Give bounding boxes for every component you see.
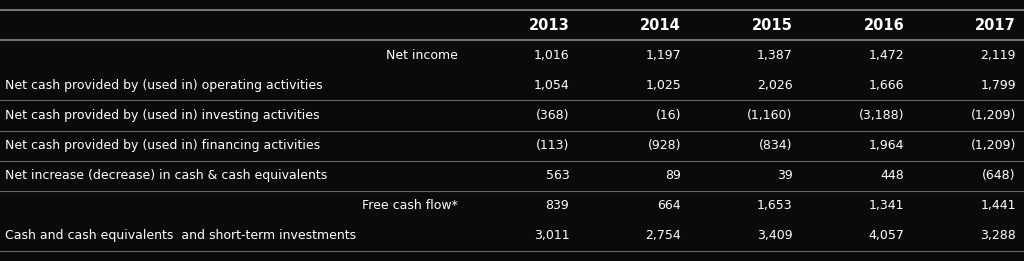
Text: Net cash provided by (used in) investing activities: Net cash provided by (used in) investing…: [5, 109, 319, 122]
Text: 1,197: 1,197: [645, 49, 681, 62]
Text: 1,799: 1,799: [980, 79, 1016, 92]
Text: 89: 89: [665, 169, 681, 182]
Text: 1,025: 1,025: [645, 79, 681, 92]
Text: Free cash flow*: Free cash flow*: [361, 199, 458, 212]
Text: (1,209): (1,209): [971, 139, 1016, 152]
Text: 2013: 2013: [528, 18, 569, 33]
Text: (1,209): (1,209): [971, 109, 1016, 122]
Text: 839: 839: [546, 199, 569, 212]
Text: (1,160): (1,160): [748, 109, 793, 122]
Text: 4,057: 4,057: [868, 229, 904, 242]
Text: 39: 39: [777, 169, 793, 182]
Text: Net increase (decrease) in cash & cash equivalents: Net increase (decrease) in cash & cash e…: [5, 169, 328, 182]
Text: 1,964: 1,964: [868, 139, 904, 152]
Text: 2,026: 2,026: [757, 79, 793, 92]
Text: 1,054: 1,054: [534, 79, 569, 92]
Text: 1,341: 1,341: [868, 199, 904, 212]
Text: 2,754: 2,754: [645, 229, 681, 242]
Text: 664: 664: [657, 199, 681, 212]
Text: 2,119: 2,119: [980, 49, 1016, 62]
Text: 1,666: 1,666: [868, 79, 904, 92]
Text: 1,653: 1,653: [757, 199, 793, 212]
Text: 1,016: 1,016: [534, 49, 569, 62]
Text: 2014: 2014: [640, 18, 681, 33]
Text: 2016: 2016: [863, 18, 904, 33]
Text: (368): (368): [536, 109, 569, 122]
Text: 2017: 2017: [975, 18, 1016, 33]
Text: 1,472: 1,472: [868, 49, 904, 62]
Text: (113): (113): [536, 139, 569, 152]
Text: (3,188): (3,188): [859, 109, 904, 122]
Text: Net income: Net income: [386, 49, 458, 62]
Text: 3,011: 3,011: [534, 229, 569, 242]
Text: 448: 448: [881, 169, 904, 182]
Text: (928): (928): [647, 139, 681, 152]
Text: Net cash provided by (used in) financing activities: Net cash provided by (used in) financing…: [5, 139, 321, 152]
Text: Cash and cash equivalents  and short-term investments: Cash and cash equivalents and short-term…: [5, 229, 356, 242]
Text: (16): (16): [655, 109, 681, 122]
Text: (648): (648): [982, 169, 1016, 182]
Text: 3,409: 3,409: [757, 229, 793, 242]
Text: (834): (834): [759, 139, 793, 152]
Text: 1,441: 1,441: [980, 199, 1016, 212]
Text: 2015: 2015: [752, 18, 793, 33]
Text: 3,288: 3,288: [980, 229, 1016, 242]
Text: 1,387: 1,387: [757, 49, 793, 62]
Text: 563: 563: [546, 169, 569, 182]
Text: Net cash provided by (used in) operating activities: Net cash provided by (used in) operating…: [5, 79, 323, 92]
